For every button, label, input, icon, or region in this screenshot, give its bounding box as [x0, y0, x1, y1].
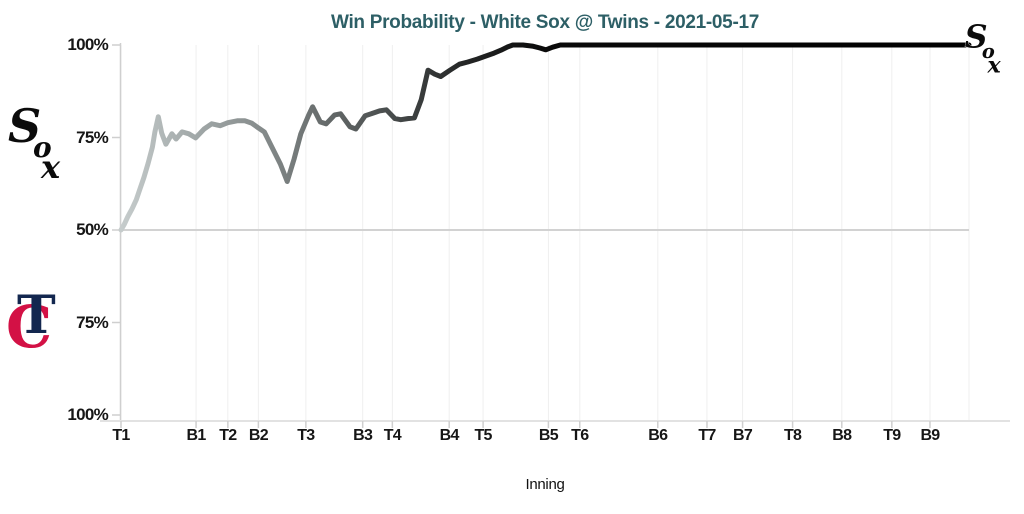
x-tick-label: T1: [112, 427, 130, 444]
sox-letter-s: S: [8, 102, 41, 153]
x-tick-label: B9: [920, 427, 940, 444]
x-tick-label: T5: [474, 427, 492, 444]
twins-letter-t: T: [17, 285, 56, 346]
x-tick-label: T8: [783, 427, 802, 444]
white-sox-logo-away: S o x: [8, 102, 62, 186]
twins-letter-c: C: [6, 293, 52, 361]
y-tick-label: 75%: [76, 312, 109, 332]
y-tick-label: 50%: [76, 220, 109, 239]
sox-letter-x: x: [40, 148, 61, 186]
sox-letter-x: x: [986, 52, 1001, 78]
win-probability-line: [118, 42, 972, 233]
x-tick-label: T3: [297, 427, 315, 444]
x-tick-label: T9: [883, 427, 901, 444]
x-tick-label: T4: [383, 427, 402, 444]
twins-logo-home: C T: [6, 285, 56, 361]
x-tick-label: B7: [733, 427, 753, 444]
x-tick-label: B1: [186, 427, 207, 444]
white-sox-logo-line-end: S o x: [964, 20, 1001, 78]
x-tick-label: T6: [571, 427, 589, 444]
sox-letter-o: o: [982, 40, 995, 63]
x-tick-label: B3: [353, 427, 373, 444]
chart-title: Win Probability - White Sox @ Twins - 20…: [330, 12, 760, 33]
y-tick-label: 75%: [76, 127, 109, 147]
y-tick-label: 100%: [67, 405, 108, 424]
x-tick-label: B5: [538, 427, 559, 444]
x-tick-label: B2: [248, 427, 269, 444]
x-tick-label: B6: [648, 427, 668, 444]
y-tick-label: 100%: [67, 35, 108, 54]
gridlines: [120, 45, 970, 421]
sox-letter-s: S: [965, 20, 988, 56]
x-tick-label: B4: [439, 427, 460, 444]
sox-letter-o: o: [33, 131, 52, 164]
x-tick-label: T7: [698, 427, 716, 444]
x-tick-label: B8: [832, 427, 852, 444]
axes: [100, 43, 1010, 428]
x-tick-label: T2: [219, 427, 237, 444]
x-axis-title: Inning: [525, 476, 565, 493]
